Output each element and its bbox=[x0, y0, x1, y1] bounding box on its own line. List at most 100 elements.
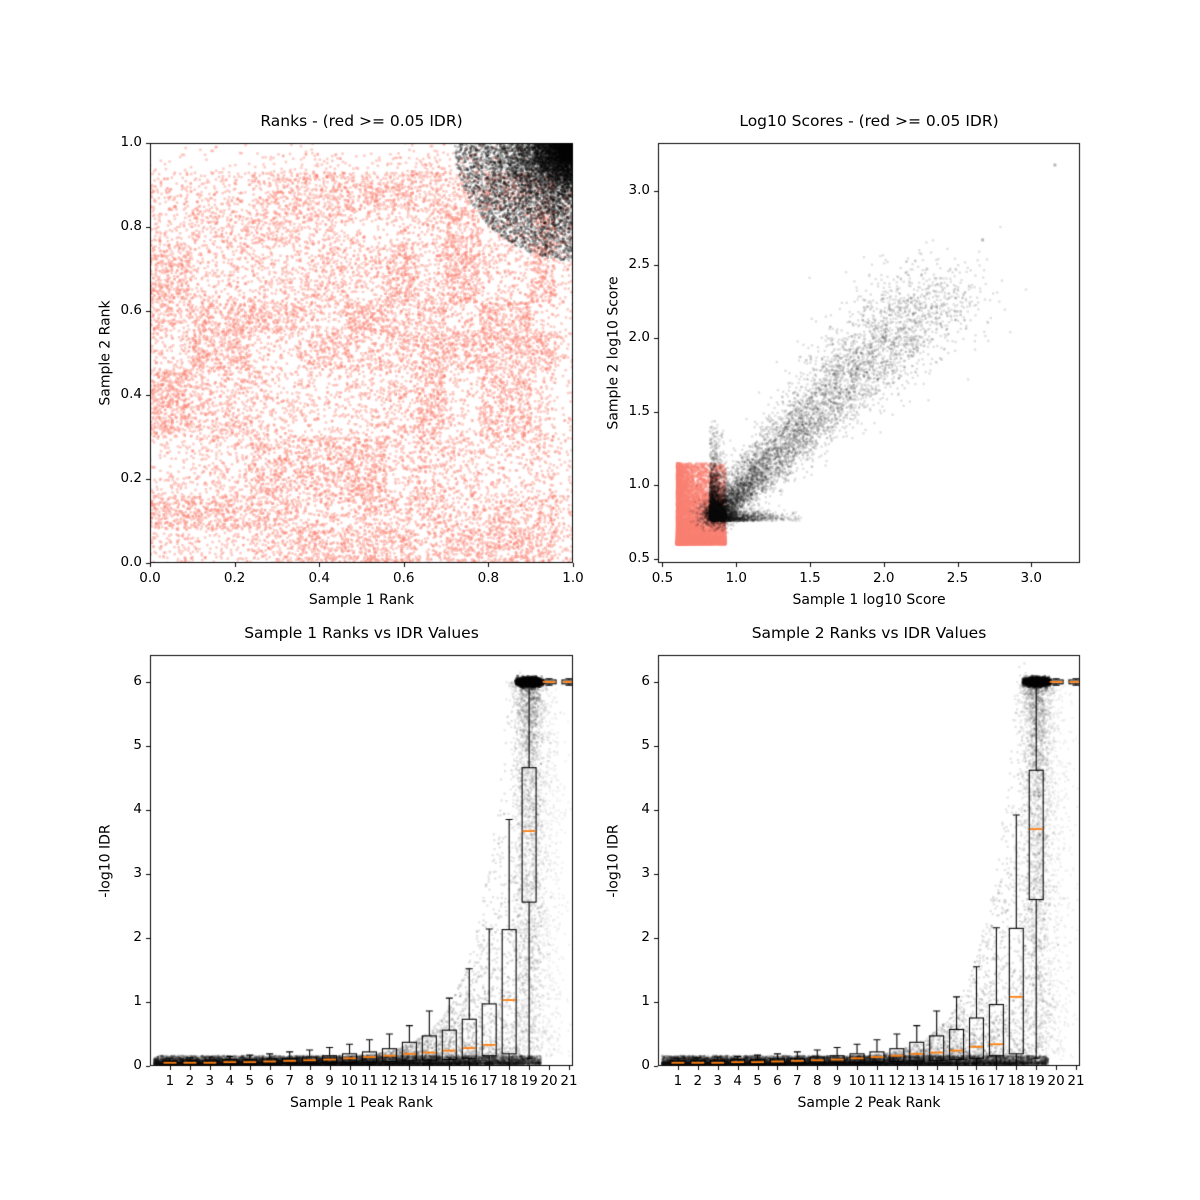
x-tick-label: 0.2 bbox=[223, 570, 246, 586]
ranks-scatter-canvas bbox=[136, 129, 587, 577]
x-tick-label: 21 bbox=[560, 1073, 578, 1089]
x-tick-label: 1 bbox=[165, 1073, 175, 1089]
x-tick-label: 9 bbox=[325, 1073, 334, 1089]
y-axis-label-text: -log10 IDR bbox=[98, 823, 115, 898]
x-tick-label: 3.0 bbox=[1020, 570, 1043, 586]
x-tick-label: 13 bbox=[400, 1073, 418, 1089]
y-tick-label: 0.8 bbox=[120, 218, 142, 234]
log10-scores-scatter-canvas bbox=[644, 129, 1094, 577]
panel-title: Ranks - (red >= 0.05 IDR) bbox=[260, 112, 463, 130]
x-tick-label: 20 bbox=[1047, 1073, 1065, 1089]
y-tick-label: 0 bbox=[641, 1057, 650, 1073]
x-tick-label: 21 bbox=[1067, 1073, 1085, 1089]
y-axis-label-text: -log10 IDR bbox=[606, 823, 623, 898]
x-tick-label: 14 bbox=[928, 1073, 946, 1089]
x-tick-label: 10 bbox=[340, 1073, 359, 1089]
x-tick-label: 2 bbox=[693, 1073, 703, 1089]
x-tick-label: 12 bbox=[888, 1073, 906, 1089]
y-tick-label: 6 bbox=[641, 672, 650, 689]
panel-title: Sample 1 Ranks vs IDR Values bbox=[244, 624, 479, 642]
x-tick-label: 0.6 bbox=[393, 570, 415, 586]
panel-log10-scores: Log10 Scores - (red >= 0.05 IDR) Sample … bbox=[606, 112, 1094, 608]
x-tick-label: 11 bbox=[360, 1073, 379, 1089]
x-tick-label: 5 bbox=[753, 1073, 762, 1089]
x-axis-label: Sample 1 Peak Rank bbox=[290, 1095, 433, 1111]
x-tick-label: 4 bbox=[225, 1073, 235, 1089]
x-tick-label: 1.0 bbox=[562, 570, 584, 586]
y-tick-label: 3 bbox=[133, 864, 142, 881]
y-tick-label: 4 bbox=[641, 800, 650, 817]
x-tick-label: 6 bbox=[773, 1073, 782, 1089]
y-tick-label: 3 bbox=[641, 864, 650, 881]
y-tick-label: 0 bbox=[133, 1057, 142, 1073]
panel-sample1-idr: Sample 1 Ranks vs IDR Values Sample 1 Pe… bbox=[98, 624, 587, 1111]
y-tick-label: 0.5 bbox=[628, 549, 650, 566]
x-tick-label: 19 bbox=[520, 1073, 538, 1089]
y-tick-label: 0.0 bbox=[120, 554, 142, 570]
panel-sample2-idr: Sample 2 Ranks vs IDR Values Sample 2 Pe… bbox=[606, 624, 1094, 1111]
x-tick-label: 10 bbox=[848, 1073, 866, 1089]
x-tick-label: 7 bbox=[793, 1073, 802, 1089]
x-tick-label: 17 bbox=[480, 1073, 498, 1089]
x-tick-label: 17 bbox=[987, 1073, 1005, 1089]
y-tick-label: 4 bbox=[133, 800, 142, 817]
y-tick-label: 1.0 bbox=[120, 134, 142, 150]
panel-title: Log10 Scores - (red >= 0.05 IDR) bbox=[739, 112, 999, 130]
x-tick-label: 5 bbox=[245, 1073, 255, 1089]
x-tick-label: 14 bbox=[420, 1073, 438, 1089]
x-tick-label: 3 bbox=[713, 1073, 722, 1089]
x-tick-label: 18 bbox=[500, 1073, 518, 1089]
x-tick-label: 0.4 bbox=[308, 570, 330, 586]
x-tick-label: 2.0 bbox=[873, 570, 895, 586]
y-tick-label: 6 bbox=[133, 672, 142, 689]
y-axis-label: Sample 2 Rank bbox=[96, 143, 116, 563]
x-tick-label: 2 bbox=[185, 1073, 195, 1089]
y-tick-label: 0.4 bbox=[120, 386, 142, 402]
x-axis-label: Sample 2 Peak Rank bbox=[797, 1095, 941, 1111]
y-tick-label: 2 bbox=[641, 928, 650, 945]
y-tick-label: 3.0 bbox=[628, 182, 650, 199]
y-tick-label: 5 bbox=[641, 736, 650, 753]
x-tick-label: 12 bbox=[380, 1073, 399, 1089]
x-tick-label: 1 bbox=[673, 1073, 683, 1089]
y-tick-label: 2.0 bbox=[628, 329, 650, 346]
x-tick-label: 16 bbox=[460, 1073, 478, 1089]
x-tick-label: 13 bbox=[908, 1073, 926, 1089]
x-tick-label: 18 bbox=[1007, 1073, 1025, 1089]
x-tick-label: 0.5 bbox=[651, 570, 674, 586]
x-tick-label: 7 bbox=[285, 1073, 294, 1089]
y-tick-label: 1 bbox=[641, 992, 650, 1009]
y-tick-label: 5 bbox=[133, 736, 142, 753]
y-tick-label: 1.0 bbox=[628, 476, 650, 493]
x-tick-label: 15 bbox=[947, 1073, 966, 1089]
x-tick-label: 9 bbox=[832, 1073, 842, 1089]
x-axis-label: Sample 1 log10 Score bbox=[792, 592, 946, 608]
x-tick-label: 8 bbox=[812, 1073, 822, 1089]
x-axis-label: Sample 1 Rank bbox=[308, 592, 415, 608]
panel-title: Sample 2 Ranks vs IDR Values bbox=[751, 624, 987, 642]
x-tick-label: 6 bbox=[265, 1073, 274, 1089]
y-tick-label: 0.6 bbox=[120, 302, 142, 318]
x-tick-label: 19 bbox=[1027, 1073, 1045, 1089]
x-tick-label: 8 bbox=[305, 1073, 314, 1089]
x-tick-label: 1.5 bbox=[799, 570, 821, 586]
sample1-idr-canvas bbox=[136, 641, 587, 1080]
x-tick-label: 0.8 bbox=[477, 570, 500, 586]
panel-ranks: Ranks - (red >= 0.05 IDR) Sample 1 Rank … bbox=[98, 112, 587, 608]
y-tick-label: 1.5 bbox=[628, 402, 650, 419]
x-tick-label: 11 bbox=[868, 1073, 886, 1089]
x-tick-label: 15 bbox=[440, 1073, 458, 1089]
y-tick-label: 2.5 bbox=[628, 255, 650, 272]
y-tick-label: 1 bbox=[133, 992, 142, 1009]
x-tick-label: 3 bbox=[205, 1073, 215, 1089]
x-tick-label: 16 bbox=[967, 1073, 986, 1089]
y-tick-label: 2 bbox=[133, 928, 142, 945]
y-tick-label: 0.2 bbox=[120, 470, 142, 486]
x-tick-label: 2.5 bbox=[946, 570, 969, 586]
x-tick-label: 0.0 bbox=[139, 570, 161, 586]
x-tick-label: 20 bbox=[540, 1073, 558, 1089]
x-tick-label: 4 bbox=[733, 1073, 742, 1089]
sample2-idr-canvas bbox=[644, 641, 1094, 1080]
y-axis-label: Sample 2 log10 Score bbox=[604, 143, 624, 563]
